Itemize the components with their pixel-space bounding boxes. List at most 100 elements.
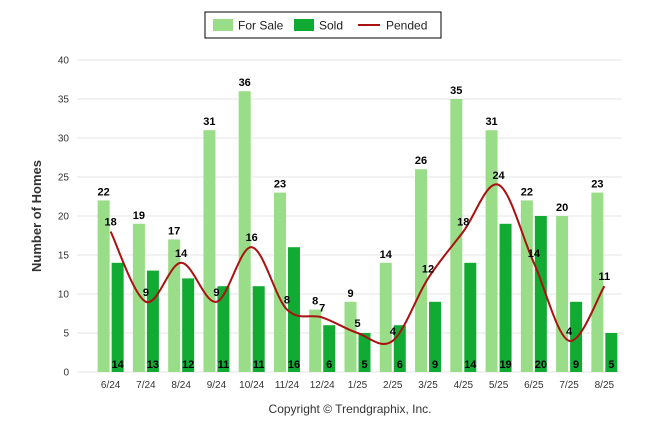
- data-label-sold: 6: [326, 359, 332, 371]
- bar-for-sale: [203, 130, 216, 372]
- x-axis-ticks: 6/24 7/24 8/24 9/24 10/24 11/24 12/24 1/25 2/25 3…: [101, 380, 615, 391]
- data-label-for-sale: 31: [203, 116, 215, 128]
- x-tick-label: 8/25: [595, 380, 615, 391]
- y-axis-ticks: 0 5 10 15 20 25 30 35 40: [58, 56, 70, 379]
- y-tick-label: 40: [58, 56, 70, 67]
- data-label-for-sale: 22: [98, 186, 110, 198]
- data-label-sold: 12: [182, 359, 194, 371]
- data-label-pended: 18: [105, 217, 117, 229]
- line-layer: [109, 183, 606, 345]
- bar-for-sale: [273, 192, 286, 372]
- bar-sold: [323, 325, 336, 372]
- y-tick-label: 0: [63, 368, 69, 379]
- y-tick-label: 20: [58, 212, 70, 223]
- bar-for-sale: [485, 130, 498, 372]
- bar-sold: [182, 278, 195, 372]
- x-tick-label: 4/25: [454, 380, 474, 391]
- legend-swatch: [294, 19, 314, 31]
- data-label-pended: 4: [390, 326, 397, 338]
- bar-sold: [287, 247, 300, 372]
- x-tick-label: 10/24: [239, 380, 264, 391]
- legend-item-pended: Pended: [358, 19, 427, 33]
- x-tick-label: 5/25: [489, 380, 509, 391]
- data-label-sold: 11: [253, 359, 265, 371]
- bar-for-sale: [379, 262, 392, 372]
- bar-for-sale: [450, 99, 463, 372]
- y-tick-label: 35: [58, 95, 70, 106]
- data-labels-layer: 22 14 19 13 17 12 31 11 36 11 23 16 8 6 9 5 14 6 26 9 35 14 31…: [98, 77, 615, 371]
- data-label-sold: 19: [499, 359, 511, 371]
- data-label-for-sale: 36: [239, 77, 251, 89]
- bar-for-sale: [556, 216, 569, 372]
- data-label-sold: 14: [112, 359, 125, 371]
- data-label-pended: 12: [422, 263, 434, 275]
- data-label-sold: 20: [535, 359, 547, 371]
- x-tick-label: 2/25: [383, 380, 403, 391]
- data-label-sold: 11: [218, 359, 230, 371]
- legend-swatch: [213, 19, 233, 31]
- data-label-pended: 8: [284, 295, 290, 307]
- legend: For Sale Sold Pended: [204, 11, 442, 39]
- bar-for-sale: [520, 200, 533, 372]
- bar-sold: [429, 301, 442, 372]
- bar-for-sale: [238, 91, 251, 372]
- copyright-text: Copyright © Trendgraphix, Inc.: [269, 402, 432, 416]
- data-label-for-sale: 14: [380, 249, 393, 261]
- legend-item-sold: Sold: [294, 19, 343, 33]
- x-tick-label: 7/25: [559, 380, 579, 391]
- data-label-for-sale: 20: [556, 202, 568, 214]
- data-label-sold: 6: [397, 359, 403, 371]
- bar-sold: [111, 262, 124, 372]
- y-axis-title: Number of Homes: [29, 160, 44, 272]
- data-label-pended: 11: [599, 271, 611, 283]
- data-label-pended: 24: [492, 170, 505, 182]
- x-tick-label: 6/24: [101, 380, 121, 391]
- data-label-for-sale: 19: [133, 210, 145, 222]
- bar-for-sale: [591, 192, 604, 372]
- y-tick-label: 15: [58, 251, 70, 262]
- legend-box: [204, 11, 442, 39]
- data-label-sold: 13: [147, 359, 159, 371]
- legend-label: For Sale: [238, 19, 284, 33]
- data-label-sold: 5: [361, 359, 367, 371]
- bar-for-sale: [132, 223, 145, 372]
- data-label-pended: 9: [143, 287, 149, 299]
- data-label-for-sale: 35: [450, 85, 462, 97]
- data-label-pended: 9: [213, 287, 219, 299]
- x-tick-label: 8/24: [171, 380, 191, 391]
- data-label-for-sale: 17: [168, 225, 180, 237]
- legend-label: Pended: [386, 19, 427, 33]
- bar-sold: [358, 333, 371, 372]
- bar-sold: [499, 223, 512, 372]
- data-label-for-sale: 23: [274, 179, 286, 191]
- bar-sold: [217, 286, 230, 372]
- x-tick-label: 11/24: [275, 380, 300, 391]
- x-tick-label: 1/25: [348, 380, 368, 391]
- line-pended: [109, 183, 606, 345]
- data-label-for-sale: 9: [347, 288, 353, 300]
- data-label-pended: 5: [354, 318, 360, 330]
- x-tick-label: 3/25: [418, 380, 438, 391]
- data-label-sold: 9: [432, 359, 438, 371]
- x-tick-label: 12/24: [310, 380, 335, 391]
- data-label-pended: 4: [566, 326, 573, 338]
- legend-label: Sold: [319, 19, 343, 33]
- data-label-sold: 16: [288, 359, 300, 371]
- bar-sold: [146, 270, 159, 372]
- data-label-sold: 14: [464, 359, 477, 371]
- bar-sold: [534, 216, 547, 372]
- bar-for-sale: [415, 169, 428, 372]
- bar-sold: [252, 286, 265, 372]
- bar-sold: [605, 333, 618, 372]
- data-label-pended: 7: [319, 302, 325, 314]
- data-label-pended: 18: [457, 217, 469, 229]
- data-label-sold: 5: [608, 359, 614, 371]
- x-tick-label: 7/24: [136, 380, 156, 391]
- data-label-for-sale: 22: [521, 186, 533, 198]
- bar-for-sale: [344, 301, 357, 372]
- bar-sold: [464, 262, 477, 372]
- data-label-for-sale: 31: [485, 116, 497, 128]
- y-tick-label: 30: [58, 134, 70, 145]
